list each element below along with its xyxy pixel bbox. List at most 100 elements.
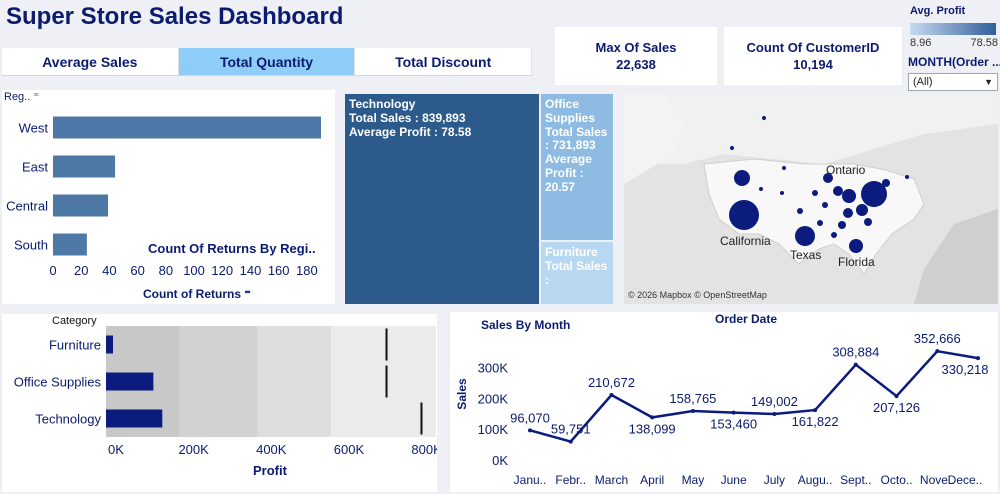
tick-label: 600K [334, 442, 365, 457]
kpi-max-sales-label: Max Of Sales [595, 40, 677, 55]
filter-value: (All) [913, 76, 933, 88]
map-marker [864, 218, 872, 226]
data-point [976, 356, 980, 361]
tick-label: 800K [411, 442, 437, 457]
data-label: 161,822 [792, 414, 839, 429]
tick-label: 200K [178, 442, 209, 457]
axis-title-x: Profit [253, 463, 288, 478]
treemap-tile-office-supplies[interactable]: Office Supplies Total Sales : 731,893 Av… [541, 94, 613, 240]
target-line [420, 402, 423, 435]
tick-label: 140 [240, 263, 262, 278]
bar [53, 194, 109, 217]
bar [53, 155, 116, 178]
returns-by-region-panel: Reg.. ⁼ West East Central South 0 20 40 60 80 100 1… [2, 90, 335, 304]
data-label: 158,765 [669, 391, 716, 406]
tick-label: 120 [211, 263, 233, 278]
map-marker [833, 186, 843, 196]
tick-label: Augu.. [798, 473, 833, 487]
tick-label: July [764, 473, 785, 487]
month-filter: MONTH(Order ... (All) ▼ [908, 55, 1000, 91]
treemap-tile-name: Furniture [545, 245, 598, 259]
data-label: 330,218 [942, 362, 989, 377]
tick-label: April [640, 473, 664, 487]
data-point [609, 392, 614, 397]
data-label: 138,099 [629, 421, 676, 436]
map-markers [729, 116, 909, 253]
category-label: Central [6, 199, 48, 214]
map-land-alaska [624, 94, 684, 184]
tick-label: 400K [256, 442, 287, 457]
axis-title-y: Sales [455, 378, 469, 410]
treemap-tile-profit: Average Profit : 20.57 [545, 152, 592, 194]
map-marker [812, 190, 818, 196]
map-credit: © 2026 Mapbox © OpenStreetMap [628, 290, 767, 300]
bar [53, 233, 87, 256]
map-marker [838, 221, 846, 229]
map-marker [861, 181, 887, 207]
treemap-tile-sales: Total Sales : 731,893 [545, 124, 608, 153]
map-marker [843, 208, 853, 218]
tick-label: Dece.. [948, 473, 983, 487]
data-point [813, 408, 818, 413]
data-label: 207,126 [873, 400, 920, 415]
sales-map[interactable]: Ontario California Texas Florida © 2026 … [624, 94, 998, 304]
data-point [772, 412, 777, 417]
legend-min: 8.96 [910, 37, 932, 49]
treemap-tile-technology[interactable]: Technology Total Sales : 839,893 Average… [345, 94, 539, 304]
data-point [690, 409, 695, 414]
tick-label: 160 [268, 263, 290, 278]
profit-legend: Avg. Profit 8.96 78.58 [910, 5, 998, 49]
category-treemap: Technology Total Sales : 839,893 Average… [343, 94, 615, 304]
map-marker [905, 175, 909, 179]
data-label: 96,070 [510, 410, 550, 425]
tick-label: 40 [102, 263, 116, 278]
bar [106, 372, 154, 391]
tab-total-discount[interactable]: Total Discount [355, 48, 533, 75]
treemap-tile-profit: Average Profit : 78.58 [349, 124, 472, 139]
map-land-canada [624, 94, 998, 164]
legend-title: Avg. Profit [910, 5, 966, 17]
category-label: West [19, 121, 49, 136]
filter-dropdown[interactable]: (All) ▼ [908, 73, 998, 91]
tick-label: 60 [130, 263, 144, 278]
tick-label: May [682, 473, 705, 487]
profit-by-category-chart: Furniture Office Supplies Technology Catego… [14, 315, 442, 478]
tick-label: 180 [296, 263, 318, 278]
category-label: Furniture [49, 338, 101, 353]
map-marker [842, 189, 856, 203]
map-canvas: Ontario California Texas Florida © 2026 … [624, 94, 998, 304]
legend-gradient [910, 23, 996, 35]
data-point [650, 415, 655, 420]
category-label: Office Supplies [14, 375, 102, 390]
reference-band [179, 326, 258, 437]
tick-label: Sept.. [840, 473, 871, 487]
treemap-tile-sales: Total Sales : 839,893 [349, 110, 466, 125]
map-marker [823, 173, 833, 183]
kpi-customer-value: 10,194 [793, 57, 833, 72]
target-line [385, 365, 388, 398]
chart-title: Sales By Month [481, 318, 570, 332]
tick-label: 300K [478, 360, 509, 375]
data-label: 59,751 [551, 422, 591, 437]
data-point [853, 362, 858, 367]
map-label-florida: Florida [838, 255, 875, 269]
map-marker [882, 179, 890, 187]
map-label-ontario: Ontario [826, 163, 866, 177]
data-point [731, 410, 736, 415]
map-marker [782, 166, 786, 170]
map-marker [795, 226, 815, 246]
map-marker [734, 170, 750, 186]
tick-label: Nove.. [920, 473, 955, 487]
tick-label: 200K [478, 391, 509, 406]
axis-title-y: Category [52, 315, 97, 327]
tab-total-quantity[interactable]: Total Quantity [178, 48, 356, 75]
data-label: 153,460 [710, 417, 757, 432]
kpi-max-sales: Max Of Sales 22,638 [555, 27, 717, 85]
tab-average-sales[interactable]: Average Sales [2, 48, 179, 75]
tick-label: 20 [74, 263, 88, 278]
category-label: Technology [35, 412, 101, 427]
axis-title-y: Reg.. ⁼ [4, 91, 39, 103]
reference-band [257, 326, 332, 437]
sales-by-month-chart: Sales By Month Order Date Sales 0K 100K 200K 3… [455, 312, 989, 487]
treemap-tile-furniture[interactable]: Furniture Total Sales : [541, 242, 613, 304]
